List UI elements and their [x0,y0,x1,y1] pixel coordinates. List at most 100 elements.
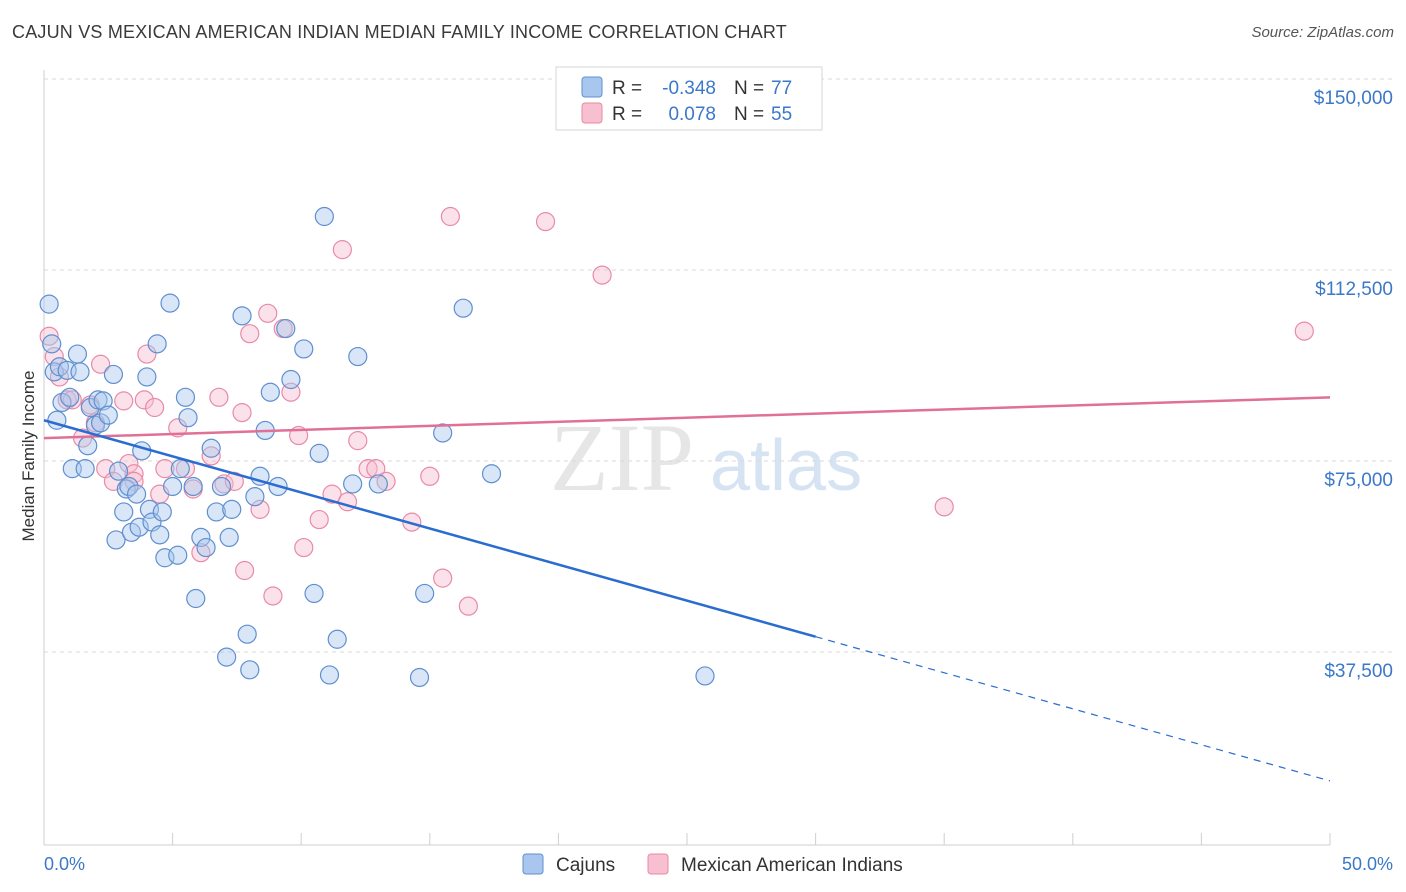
trend-line-cajuns [43,419,816,638]
data-point-cajuns [191,527,211,548]
data-point-cajuns [327,629,347,649]
data-point-mexican-american-indians [144,397,165,418]
data-point-cajuns [217,647,237,667]
data-point-mexican-american-indians [376,471,396,491]
data-point-cajuns [409,667,430,688]
data-point-cajuns [343,474,363,494]
bottom-legend-mexican: Mexican American Indians [681,855,903,876]
bottom-legend-cajuns: Cajuns [556,855,615,876]
data-point-mexican-american-indians [168,418,188,438]
source-credit: Source: ZipAtlas.com [1251,24,1394,41]
bottom-legend-swatch-mexican [647,853,669,875]
data-point-mexican-american-indians [1294,321,1314,341]
legend-r-mexican: 0.078 [668,104,716,125]
data-point-cajuns [219,527,239,548]
y-tick-label: $150,000 [1314,88,1393,109]
data-point-mexican-american-indians [155,459,175,479]
data-point-mexican-american-indians [934,497,954,517]
legend-r-label: R = [612,78,642,99]
x-tick-label-max: 50.0% [1342,854,1393,874]
data-point-mexican-american-indians [240,324,260,344]
data-point-cajuns [276,318,296,339]
data-point-cajuns [170,459,190,479]
x-tick-marks [43,833,1331,845]
data-point-cajuns [368,474,388,494]
data-point-mexican-american-indians [137,344,157,364]
legend-swatch-cajuns [581,76,603,98]
data-point-mexican-american-indians [458,596,478,616]
data-point-mexican-american-indians [39,326,59,346]
data-point-cajuns [186,588,206,609]
data-point-mexican-american-indians [49,367,70,387]
data-point-mexican-american-indians [235,560,255,581]
data-point-cajuns [129,517,149,537]
data-point-mexican-american-indians [309,509,329,530]
data-point-cajuns [93,391,113,411]
data-point-cajuns [137,367,157,387]
bottom-legend-swatch-cajuns [522,853,544,875]
data-point-cajuns [232,306,252,326]
data-point-cajuns [201,438,221,458]
watermark-atlas: atlas [710,426,862,506]
data-point-mexican-american-indians [358,459,378,479]
data-point-cajuns [183,476,203,497]
data-point-cajuns [175,387,196,407]
data-point-cajuns [60,387,80,407]
data-point-cajuns [147,334,167,354]
data-point-cajuns [75,459,95,479]
data-point-cajuns [103,364,124,385]
series-legend: Cajuns Mexican American Indians [522,853,903,876]
data-point-cajuns [415,583,435,604]
data-point-cajuns [108,461,129,481]
data-point-cajuns [90,413,111,433]
legend-swatch-mexican [581,102,603,124]
data-point-cajuns [237,624,257,644]
data-point-cajuns [240,660,260,680]
data-point-cajuns [114,502,134,522]
legend-n-label: N = [734,78,764,99]
data-point-mexican-american-indians [124,464,144,484]
data-point-cajuns [222,499,242,519]
data-point-cajuns [281,369,301,390]
data-point-mexican-american-indians [114,391,134,411]
data-point-cajuns [119,476,139,497]
data-point-cajuns [348,346,368,367]
legend-n-label: N = [734,104,764,125]
data-point-cajuns [206,502,226,522]
legend-n-mexican: 55 [771,104,792,125]
data-point-cajuns [160,293,180,313]
correlation-legend: R = -0.348 N = 77 R = 0.078 N = 55 [555,66,823,131]
data-point-mexican-american-indians [57,390,77,410]
data-point-mexican-american-indians [250,499,270,519]
data-point-mexican-american-indians [258,303,278,323]
data-point-cajuns [132,441,152,461]
data-point-cajuns [433,423,453,443]
data-point-mexican-american-indians [366,459,386,479]
data-point-cajuns [196,537,216,558]
y-tick-label: $37,500 [1324,661,1393,682]
data-point-cajuns [309,443,329,463]
data-point-mexican-american-indians [348,431,368,451]
data-point-mexican-american-indians [294,537,314,558]
chart-title: CAJUN VS MEXICAN AMERICAN INDIAN MEDIAN … [12,22,787,42]
data-point-cajuns [70,362,90,382]
data-point-cajuns [695,666,715,686]
data-point-cajuns [106,530,126,550]
data-point-mexican-american-indians [420,466,440,486]
data-point-mexican-american-indians [433,568,453,588]
trend-line-cajuns-extrapolated [815,636,1331,782]
data-point-mexican-american-indians [134,390,154,410]
trend-lines [43,396,1331,782]
data-point-cajuns [163,476,183,497]
data-point-mexican-american-indians [440,206,460,227]
data-point-cajuns [78,436,98,456]
data-point-cajuns [319,665,340,685]
data-point-cajuns [126,484,147,504]
legend-r-label: R = [612,104,642,125]
data-point-cajuns [168,545,188,565]
y-tick-label: $75,000 [1324,470,1393,491]
legend-r-cajuns: -0.348 [662,78,716,99]
data-point-cajuns [178,408,198,428]
data-point-cajuns [116,479,136,499]
data-point-mexican-american-indians [232,403,252,423]
